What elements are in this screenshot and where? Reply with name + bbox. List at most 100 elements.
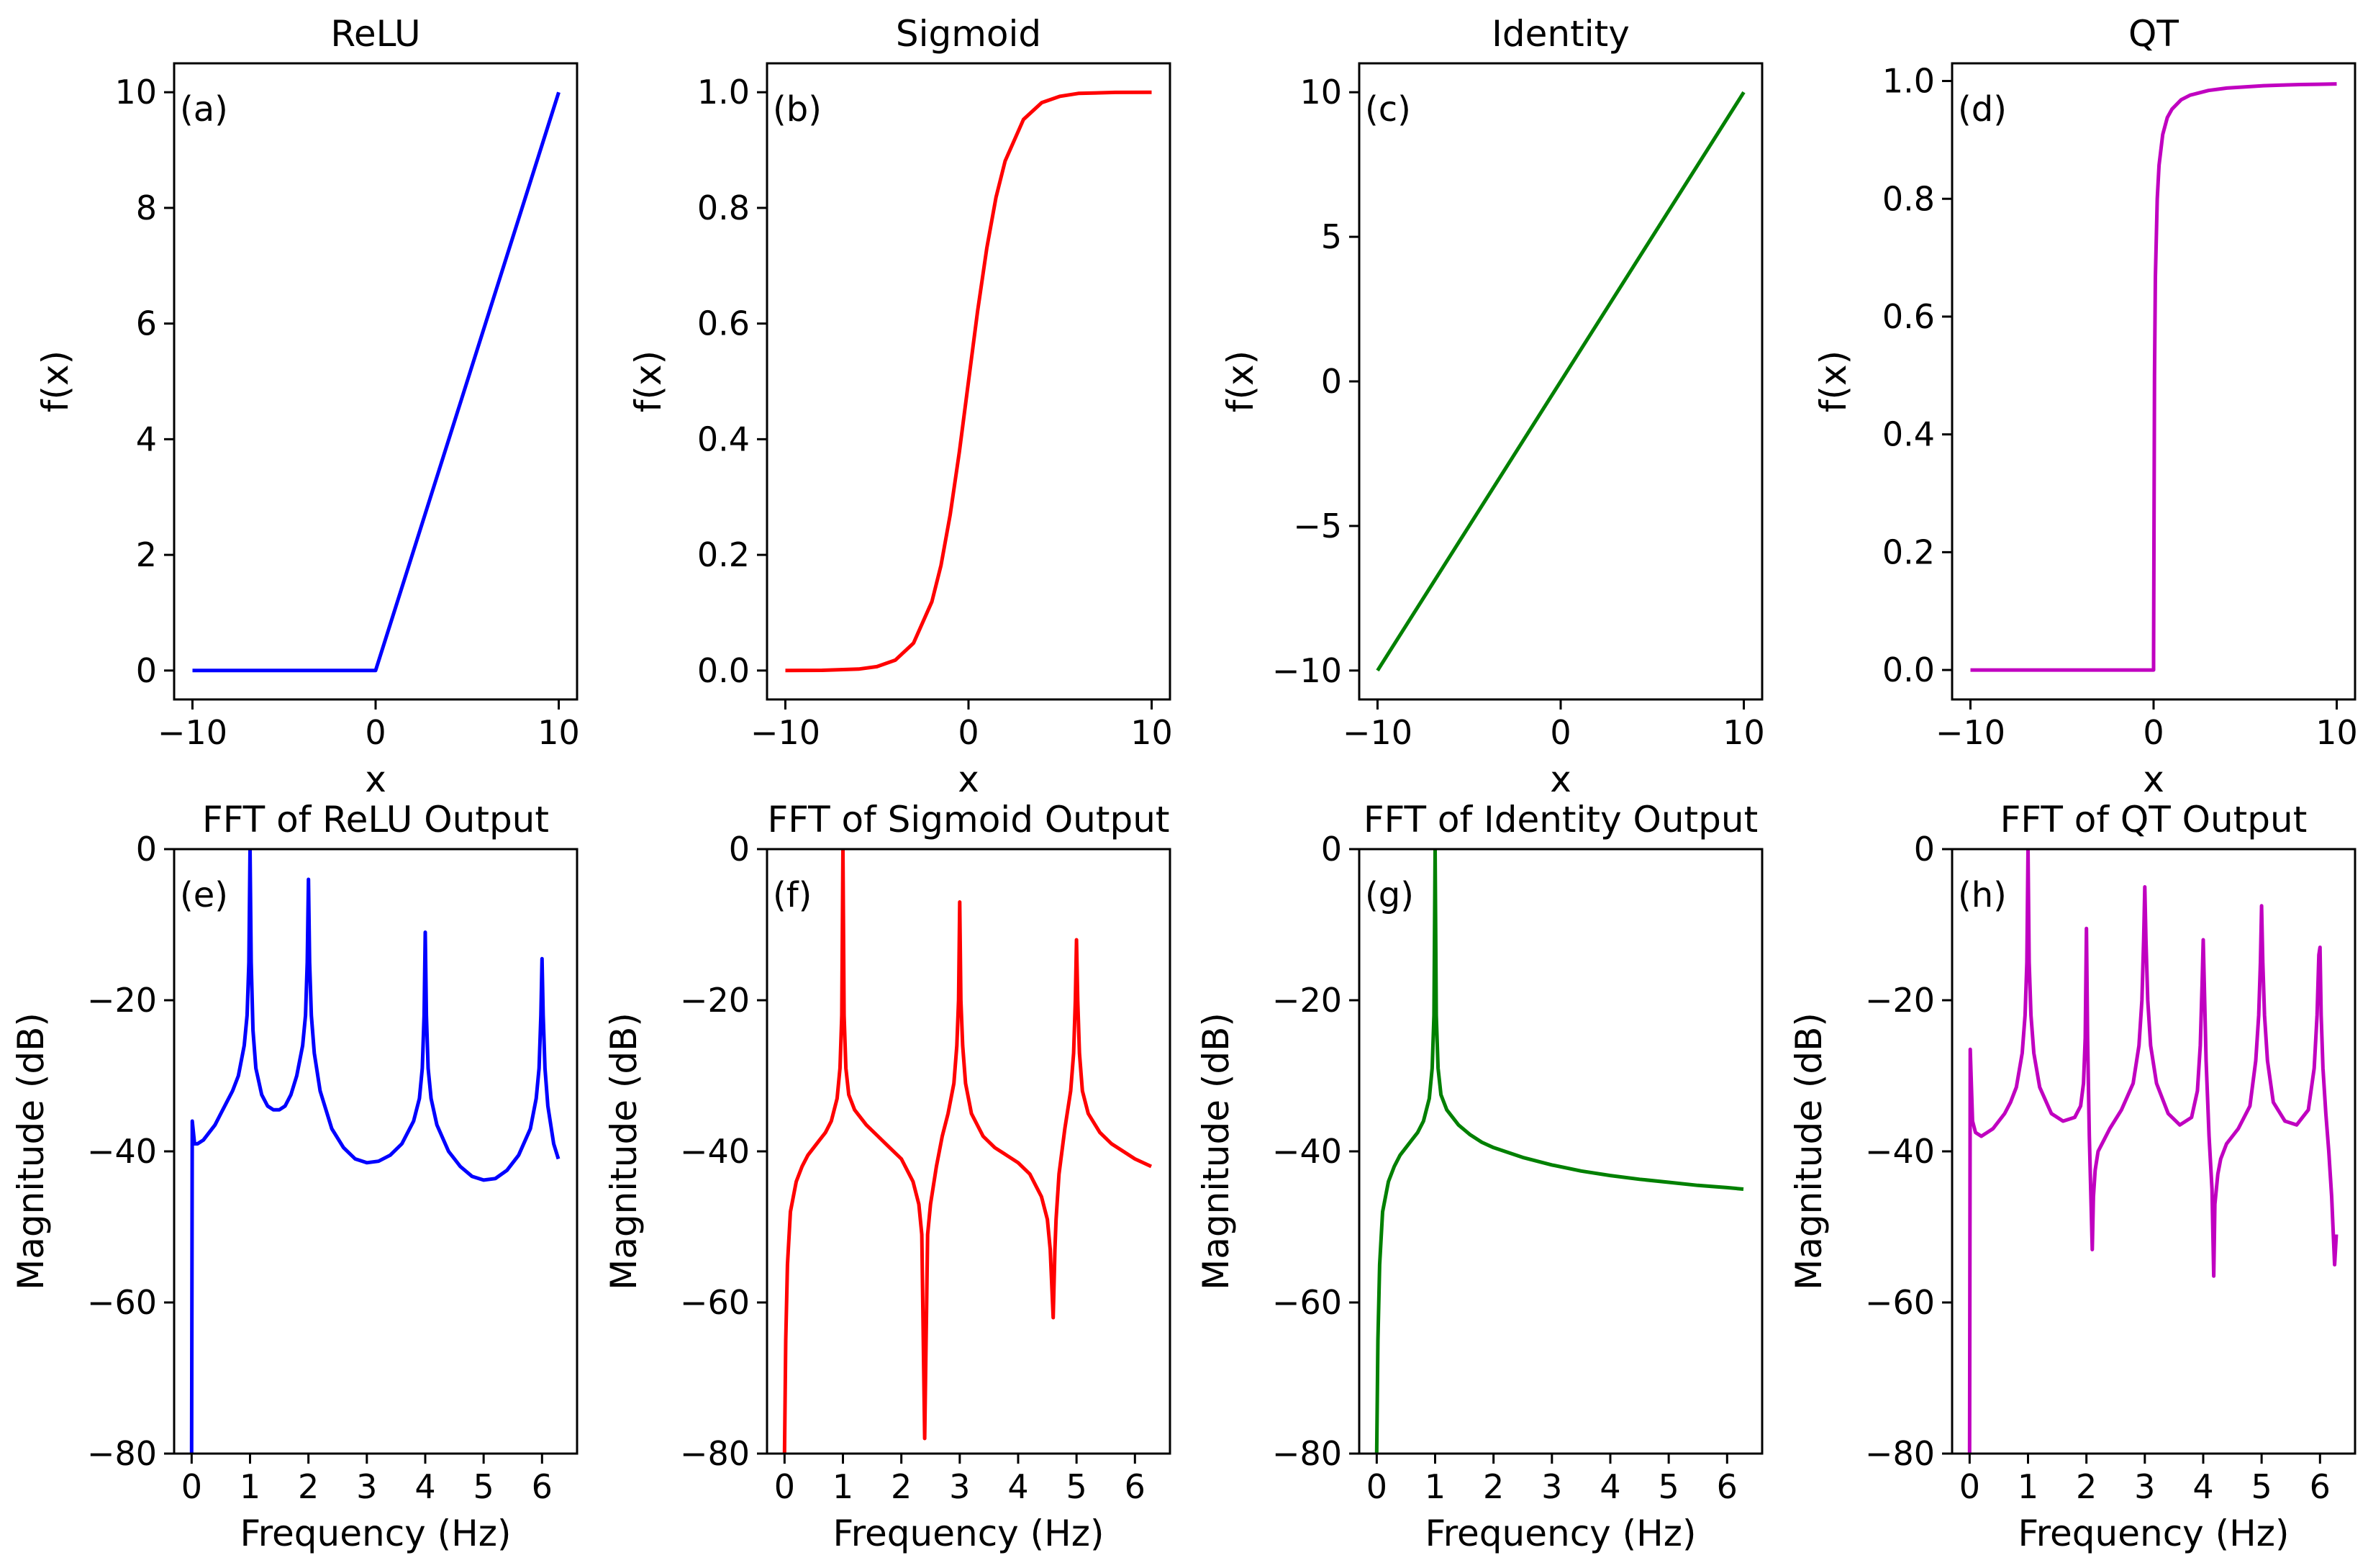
panel-label: (a): [180, 89, 228, 130]
x-tick-label: 1: [2018, 1467, 2038, 1506]
y-tick-label: 2: [136, 535, 157, 574]
panel-label: (b): [773, 89, 822, 130]
x-tick-label: 5: [1066, 1467, 1087, 1506]
y-tick-label: 1.0: [697, 73, 750, 112]
y-tick-label: −20: [87, 981, 157, 1020]
chart-panel-2: −10 0 10 0.0 0.2 0.4 0.6 0.8 1.0 Sigmoid x f(x) (b): [627, 13, 1173, 800]
y-tick-label: 5: [1321, 217, 1342, 256]
x-tick-label: 0: [1366, 1467, 1387, 1506]
y-tick-label: 1.0: [1882, 62, 1935, 101]
y-tick-label: 0: [1321, 362, 1342, 401]
y-tick-label: −40: [1865, 1132, 1935, 1171]
panel-label: (f): [773, 875, 812, 915]
y-tick-label: −60: [1272, 1283, 1342, 1322]
y-tick-label: 0: [729, 830, 750, 869]
x-tick-label: 1: [1425, 1467, 1446, 1506]
y-tick-label: −40: [1272, 1132, 1342, 1171]
y-tick-label: −20: [680, 981, 750, 1020]
x-tick-label: 10: [1723, 713, 1765, 752]
series-line: [1970, 82, 2337, 672]
x-tick-label: −10: [158, 713, 227, 752]
x-tick-label: 0: [1550, 713, 1571, 752]
y-tick-label: −40: [87, 1132, 157, 1171]
y-tick-label: 0: [1321, 830, 1342, 869]
series-line: [1374, 849, 1744, 1454]
x-tick-label: 2: [298, 1467, 319, 1506]
series-line: [1376, 91, 1746, 672]
panel-label: (h): [1958, 875, 2007, 915]
x-tick-label: 0: [2143, 713, 2164, 752]
x-axis-label: x: [1550, 758, 1571, 800]
x-tick-label: 10: [1130, 713, 1173, 752]
y-tick-label: 10: [114, 73, 157, 112]
y-tick-label: −20: [1865, 981, 1935, 1020]
y-axis-label: Magnitude (dB): [603, 1012, 645, 1290]
y-tick-label: 0: [136, 651, 157, 690]
x-tick-label: 5: [1659, 1467, 1679, 1506]
y-tick-label: −80: [680, 1434, 750, 1473]
chart-title: FFT of QT Output: [2000, 799, 2308, 840]
y-tick-label: 0: [1914, 830, 1935, 869]
y-tick-label: −40: [680, 1132, 750, 1171]
y-axis-label: Magnitude (dB): [1788, 1012, 1830, 1290]
x-tick-label: −10: [1343, 713, 1412, 752]
axes-frame: [1951, 848, 2356, 1455]
x-tick-label: 1: [240, 1467, 260, 1506]
series-line: [785, 90, 1152, 673]
y-axis-label: Magnitude (dB): [1195, 1012, 1237, 1290]
y-axis-label: f(x): [1813, 350, 1854, 412]
y-tick-label: 0.8: [697, 189, 750, 227]
x-tick-label: 4: [1007, 1467, 1028, 1506]
x-tick-label: 6: [1717, 1467, 1738, 1506]
x-tick-label: 5: [473, 1467, 494, 1506]
y-tick-label: 0.4: [1882, 415, 1935, 454]
chart-title: FFT of Sigmoid Output: [767, 799, 1169, 840]
x-tick-label: 6: [2310, 1467, 2331, 1506]
x-axis-label: x: [365, 758, 386, 800]
y-tick-label: 0.0: [1882, 651, 1935, 689]
y-tick-label: 0: [136, 830, 157, 869]
x-tick-label: 3: [2134, 1467, 2155, 1506]
y-tick-label: 6: [136, 304, 157, 343]
panel-label: (d): [1958, 89, 2007, 130]
y-tick-label: 0.6: [1882, 297, 1935, 336]
axes-frame: [1358, 848, 1764, 1455]
x-axis-label: x: [958, 758, 979, 800]
series-line: [192, 91, 561, 673]
x-tick-label: 0: [774, 1467, 795, 1506]
panel-label: (e): [180, 875, 228, 915]
y-tick-label: 0.4: [697, 420, 750, 458]
y-tick-label: −80: [87, 1434, 157, 1473]
x-tick-label: 6: [532, 1467, 553, 1506]
y-axis-label: Magnitude (dB): [10, 1012, 52, 1290]
series-line: [189, 849, 561, 1454]
x-tick-label: 5: [2251, 1467, 2272, 1506]
axes-frame: [173, 62, 579, 701]
y-tick-label: 0.0: [697, 651, 750, 690]
y-tick-label: −60: [87, 1283, 157, 1322]
x-tick-label: 2: [891, 1467, 912, 1506]
x-axis-label: Frequency (Hz): [1425, 1513, 1696, 1554]
x-axis-label: Frequency (Hz): [240, 1513, 511, 1554]
chart-panel-3: −10 0 10 −10 −5 0 5 10 Identity x f(x) (c): [1220, 13, 1765, 800]
y-axis-label: f(x): [627, 350, 669, 412]
x-tick-label: 4: [414, 1467, 435, 1506]
x-tick-label: 3: [1541, 1467, 1562, 1506]
axes-frame: [766, 848, 1171, 1455]
x-axis-label: Frequency (Hz): [2018, 1513, 2289, 1554]
x-tick-label: 6: [1125, 1467, 1146, 1506]
series-line: [1967, 849, 2338, 1454]
y-tick-label: −80: [1272, 1434, 1342, 1473]
x-tick-label: 1: [833, 1467, 853, 1506]
x-tick-label: 3: [356, 1467, 377, 1506]
chart-title: FFT of Identity Output: [1364, 799, 1758, 840]
y-tick-label: 0.2: [697, 535, 750, 574]
y-tick-label: −80: [1865, 1434, 1935, 1473]
x-tick-label: 2: [1483, 1467, 1504, 1506]
